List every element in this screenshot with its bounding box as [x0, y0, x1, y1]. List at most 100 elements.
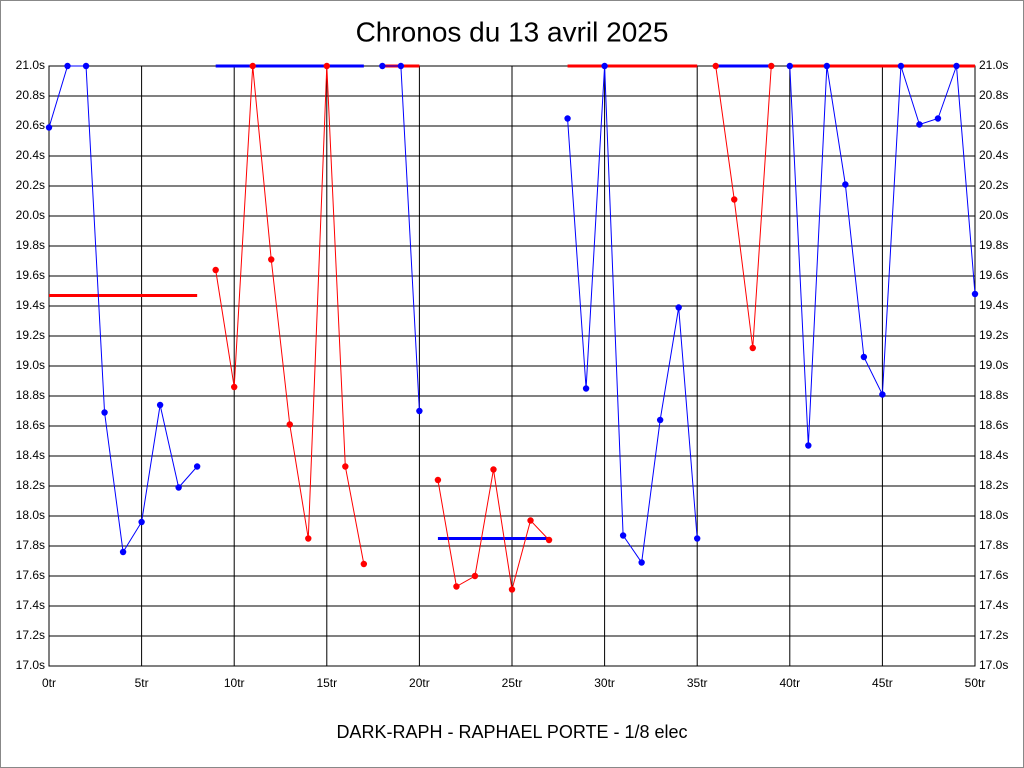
data-point [934, 115, 942, 122]
y2-tick-label: 19.4s [979, 298, 1008, 312]
y-tick-label: 19.8s [16, 238, 45, 252]
y2-tick-label: 20.2s [979, 178, 1008, 192]
y-tick-label: 20.2s [16, 178, 45, 192]
x-tick-label: 15tr [316, 676, 337, 690]
x-tick-label: 35tr [687, 676, 708, 690]
x-tick-label: 10tr [224, 676, 245, 690]
data-point [582, 385, 590, 392]
data-point [212, 266, 219, 274]
y-tick-label: 21.0s [16, 58, 45, 72]
data-point [638, 559, 645, 566]
data-point [619, 532, 627, 539]
y-tick-label: 17.8s [16, 538, 45, 552]
data-point [805, 442, 812, 449]
data-point [360, 560, 368, 568]
y2-tick-label: 18.2s [979, 478, 1008, 492]
y-tick-label: 18.6s [16, 418, 45, 432]
series-line [715, 65, 772, 349]
x-tick-label: 50tr [965, 676, 986, 690]
y2-tick-label: 19.6s [979, 268, 1008, 282]
y2-tick-label: 19.8s [979, 238, 1008, 252]
x-tick-label: 45tr [872, 676, 893, 690]
data-point [286, 421, 293, 428]
y-tick-label: 19.0s [16, 358, 45, 372]
data-point [897, 62, 905, 70]
y2-tick-label: 18.4s [979, 448, 1008, 462]
y-tick-label: 18.8s [16, 388, 45, 402]
y-tick-label: 18.0s [16, 508, 45, 522]
series-line [567, 65, 698, 564]
data-point [249, 62, 256, 70]
chart-title: Chronos du 13 avril 2025 [356, 16, 669, 47]
data-point [860, 353, 868, 361]
data-point [768, 62, 775, 70]
y-tick-label: 17.6s [16, 568, 45, 582]
data-point [193, 463, 201, 470]
x-tick-label: 30tr [594, 676, 615, 690]
y2-tick-label: 19.2s [979, 328, 1008, 342]
data-point [416, 407, 423, 415]
y2-tick-label: 17.2s [979, 628, 1008, 642]
y-tick-label: 20.6s [16, 118, 45, 132]
data-point [490, 466, 497, 473]
data-point [471, 572, 479, 580]
y-tick-label: 18.2s [16, 478, 45, 492]
y-tick-label: 17.4s [16, 598, 45, 612]
data-point [953, 62, 960, 70]
data-point [731, 196, 738, 203]
data-point [268, 256, 275, 263]
data-point [397, 62, 405, 70]
y2-tick-label: 17.4s [979, 598, 1008, 612]
data-point [545, 536, 553, 544]
y2-tick-label: 21.0s [979, 58, 1008, 72]
y-tick-label: 19.2s [16, 328, 45, 342]
y-tick-label: 19.4s [16, 298, 45, 312]
y-tick-label: 17.2s [16, 628, 45, 642]
y2-tick-label: 20.6s [979, 118, 1008, 132]
data-point [675, 304, 682, 311]
data-point [101, 409, 108, 416]
data-point [601, 62, 608, 70]
y2-tick-label: 18.6s [979, 418, 1008, 432]
y2-tick-label: 18.0s [979, 508, 1008, 522]
data-point [82, 62, 90, 70]
y-tick-label: 17.0s [16, 658, 45, 672]
data-point [323, 62, 330, 70]
data-point [656, 416, 664, 424]
caption: DARK-RAPH - RAPHAEL PORTE - 1/8 elec [336, 722, 687, 742]
data-point [694, 535, 701, 542]
data-point [971, 290, 979, 298]
data-point [175, 484, 182, 491]
y-tick-label: 19.6s [16, 268, 45, 282]
data-point [64, 62, 71, 70]
data-point [916, 121, 923, 128]
data-point [305, 535, 312, 542]
x-tick-label: 5tr [135, 676, 149, 690]
data-point [564, 115, 571, 122]
data-point [434, 476, 442, 484]
y2-tick-label: 17.8s [979, 538, 1008, 552]
data-point [842, 181, 849, 188]
data-point [749, 344, 756, 352]
x-tick-label: 25tr [502, 676, 523, 690]
data-point [156, 401, 164, 409]
y2-tick-label: 20.0s [979, 208, 1008, 222]
data-point [138, 518, 145, 526]
data-point [879, 391, 886, 398]
data-point [453, 583, 460, 590]
y-tick-label: 20.4s [16, 148, 45, 162]
data-point [119, 548, 127, 556]
y-tick-label: 18.4s [16, 448, 45, 462]
y2-tick-label: 20.4s [979, 148, 1008, 162]
y2-tick-label: 17.6s [979, 568, 1008, 582]
data-point [45, 124, 53, 131]
data-point [508, 586, 516, 593]
y2-tick-label: 18.8s [979, 388, 1008, 402]
data-point [379, 62, 386, 70]
x-tick-label: 0tr [42, 676, 56, 690]
y2-tick-label: 19.0s [979, 358, 1008, 372]
x-tick-label: 40tr [779, 676, 800, 690]
data-point [342, 463, 349, 470]
data-point [712, 62, 719, 70]
